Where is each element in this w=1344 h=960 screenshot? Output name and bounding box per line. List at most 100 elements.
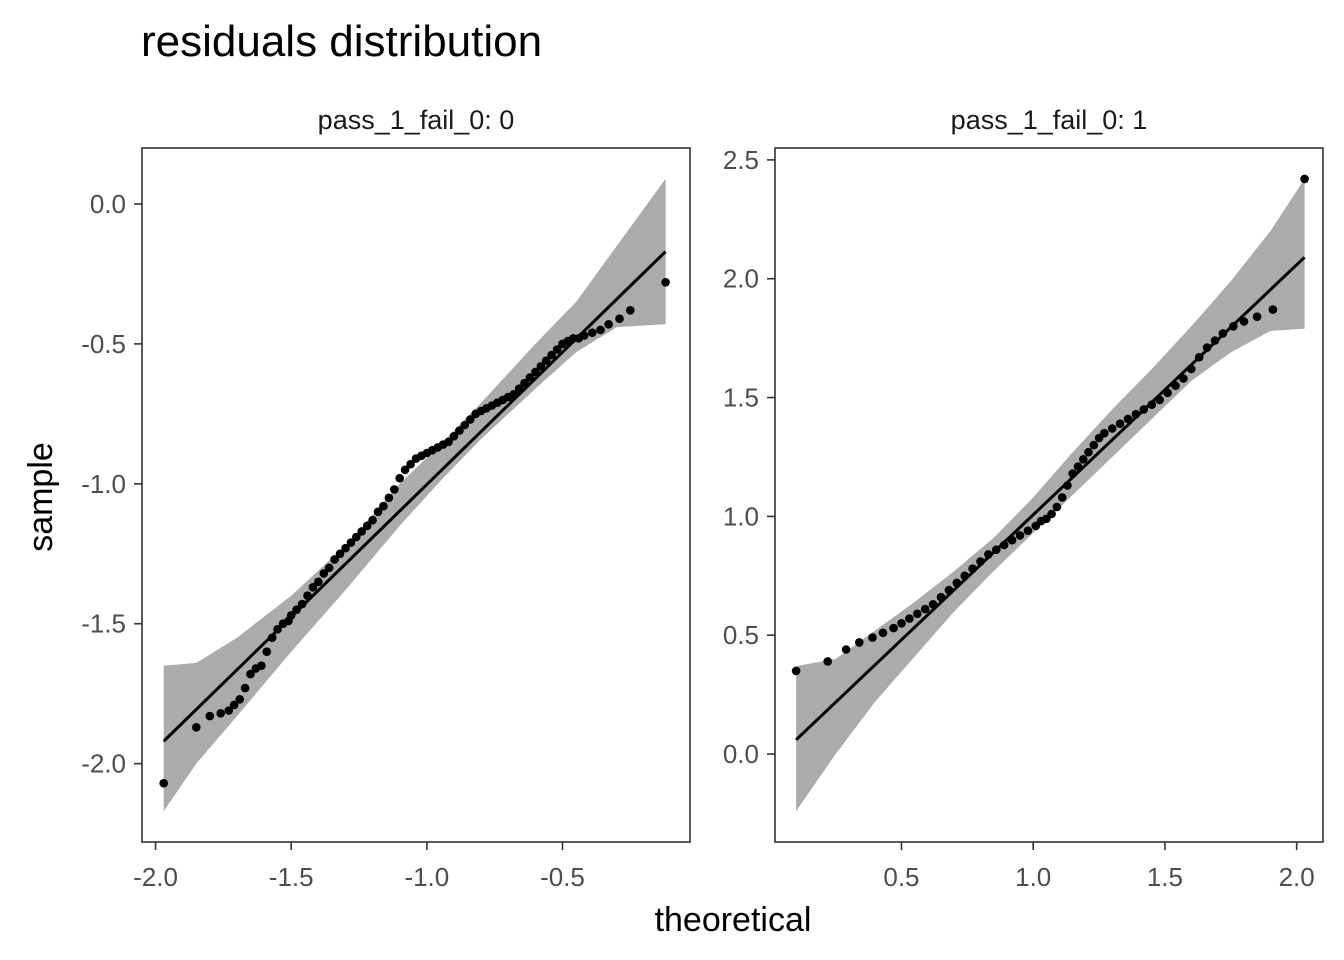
data-point bbox=[868, 633, 877, 642]
y-tick-label: -1.0 bbox=[81, 469, 126, 499]
y-tick-label: 2.5 bbox=[723, 145, 759, 175]
data-point bbox=[1210, 336, 1220, 345]
data-point bbox=[246, 669, 255, 679]
y-tick-label: 1.5 bbox=[723, 383, 759, 413]
data-point bbox=[449, 431, 459, 441]
data-point bbox=[346, 538, 356, 547]
data-point bbox=[273, 625, 282, 634]
data-point bbox=[1023, 526, 1033, 535]
data-point bbox=[913, 609, 922, 619]
facet-panel-1: pass_1_fail_0: 1 0.5 1.0 1.5 2.0 0.0 0.5 1.0 1.5… bbox=[723, 105, 1324, 892]
data-point bbox=[531, 367, 540, 377]
data-point bbox=[292, 605, 301, 614]
data-point bbox=[330, 555, 339, 564]
data-point bbox=[1179, 374, 1188, 383]
data-point bbox=[1147, 400, 1157, 410]
data-point bbox=[362, 521, 372, 531]
y-tick-label: 2.0 bbox=[723, 264, 759, 294]
data-point bbox=[984, 550, 993, 559]
data-point bbox=[1107, 424, 1117, 433]
y-tick-label: 0.5 bbox=[723, 620, 759, 650]
data-point bbox=[1100, 428, 1109, 438]
data-point bbox=[335, 549, 345, 559]
data-point bbox=[1131, 409, 1141, 419]
data-point bbox=[1268, 305, 1278, 314]
panel-plot-area bbox=[791, 174, 1309, 812]
data-point bbox=[999, 540, 1009, 550]
data-point bbox=[509, 390, 518, 399]
data-point bbox=[552, 345, 562, 354]
data-point bbox=[205, 711, 215, 721]
x-tick-label: -0.5 bbox=[540, 862, 585, 892]
x-tick-label: 0.5 bbox=[883, 862, 919, 892]
data-point bbox=[878, 628, 888, 638]
data-point bbox=[920, 604, 930, 614]
data-point bbox=[373, 507, 383, 517]
data-point bbox=[1171, 381, 1180, 391]
data-point bbox=[395, 473, 405, 483]
data-point bbox=[525, 373, 535, 382]
data-point bbox=[960, 571, 969, 581]
data-point bbox=[319, 569, 329, 578]
data-point bbox=[384, 493, 394, 503]
data-point bbox=[257, 661, 266, 670]
data-point bbox=[596, 325, 605, 335]
data-point bbox=[1163, 388, 1172, 398]
x-tick-label: 2.0 bbox=[1279, 862, 1315, 892]
data-point bbox=[357, 527, 367, 536]
data-point bbox=[286, 611, 296, 620]
data-point bbox=[1155, 395, 1164, 405]
data-point bbox=[928, 600, 938, 609]
data-point bbox=[379, 501, 388, 511]
data-point bbox=[1202, 343, 1212, 352]
data-point bbox=[968, 564, 977, 573]
y-tick-label: -2.0 bbox=[81, 749, 126, 779]
data-point bbox=[352, 532, 361, 542]
reference-line bbox=[162, 250, 667, 743]
x-tick-label: -2.0 bbox=[133, 862, 178, 892]
data-point bbox=[1115, 419, 1125, 429]
y-tick-label: 0.0 bbox=[90, 189, 126, 219]
panel-plot-area bbox=[159, 178, 670, 812]
data-point bbox=[1123, 414, 1133, 424]
panel-border bbox=[774, 147, 1324, 843]
data-point bbox=[1007, 535, 1017, 545]
data-point bbox=[303, 591, 312, 600]
data-point bbox=[229, 700, 239, 710]
data-point bbox=[297, 599, 307, 609]
data-point bbox=[314, 577, 323, 587]
facet-panels: pass_1_fail_0: 0 -2.0 -1.5 -1.0 -0.5 -2.0 -1.5… bbox=[81, 105, 1324, 892]
data-point bbox=[267, 633, 277, 642]
data-point bbox=[897, 619, 906, 628]
data-point bbox=[235, 695, 244, 704]
data-point bbox=[1089, 440, 1099, 450]
y-tick-label: -1.5 bbox=[81, 609, 126, 639]
data-point bbox=[1239, 317, 1249, 326]
data-point bbox=[944, 585, 954, 595]
data-point bbox=[1068, 469, 1077, 478]
x-tick-label: -1.0 bbox=[404, 862, 449, 892]
data-point bbox=[1052, 502, 1062, 512]
data-point bbox=[588, 328, 597, 338]
data-point bbox=[1073, 462, 1083, 471]
data-point bbox=[514, 384, 524, 394]
data-point bbox=[536, 362, 546, 371]
data-point bbox=[1079, 455, 1088, 464]
y-tick-label: 0.0 bbox=[723, 739, 759, 769]
data-point bbox=[1139, 405, 1149, 414]
reference-line bbox=[795, 256, 1306, 741]
data-point bbox=[547, 350, 556, 360]
data-point bbox=[341, 543, 350, 553]
data-point bbox=[1015, 531, 1025, 540]
data-point bbox=[952, 578, 962, 588]
data-point bbox=[460, 420, 470, 430]
data-point bbox=[1218, 329, 1228, 338]
y-tick-label: -0.5 bbox=[81, 329, 126, 359]
x-axis-title: theoretical bbox=[655, 901, 812, 939]
data-point bbox=[579, 331, 589, 340]
y-tick-label: 1.0 bbox=[723, 501, 759, 531]
data-point bbox=[216, 709, 225, 718]
data-point bbox=[1229, 322, 1238, 331]
confidence-band bbox=[796, 178, 1305, 812]
